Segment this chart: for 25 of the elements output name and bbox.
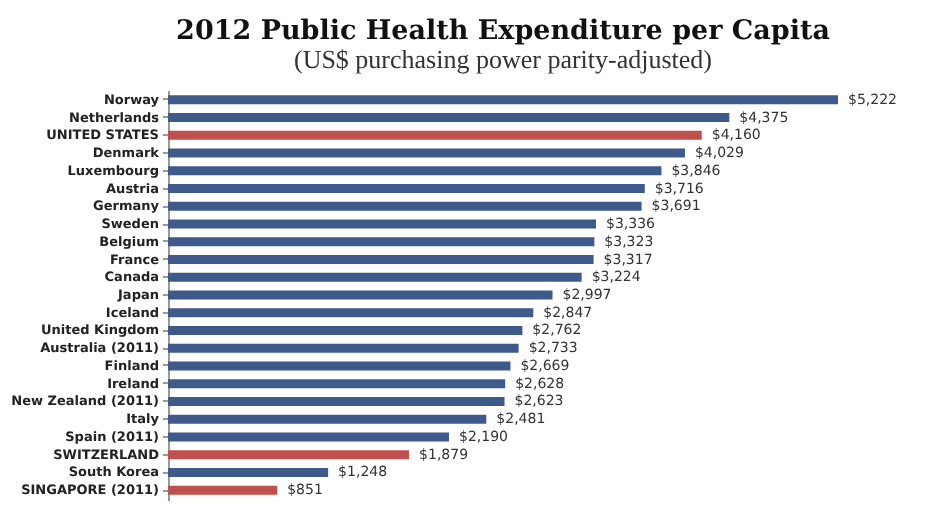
- bar: [168, 237, 595, 247]
- bar: [168, 290, 553, 300]
- bar: [168, 219, 597, 229]
- bar: [168, 485, 278, 495]
- bar: [168, 148, 685, 158]
- bar: [168, 397, 505, 406]
- bar: [168, 361, 511, 371]
- bar: [168, 326, 523, 335]
- bar: [168, 201, 642, 211]
- bar: [168, 130, 702, 140]
- bar: [168, 308, 534, 318]
- bar: [168, 184, 645, 193]
- bar: [168, 414, 487, 424]
- bar: [168, 432, 449, 442]
- bar: [168, 95, 838, 105]
- bar: [168, 255, 594, 264]
- bar: [168, 166, 662, 176]
- bar: [168, 113, 730, 122]
- bar: [168, 468, 329, 477]
- bar: [168, 272, 582, 282]
- chart-subtitle: (US$ purchasing power parity-adjusted): [293, 44, 713, 74]
- bar: [168, 450, 410, 460]
- bar: [168, 343, 519, 353]
- bar: [168, 379, 506, 389]
- chart-title: 2012 Public Health Expenditure per Capita: [176, 15, 831, 47]
